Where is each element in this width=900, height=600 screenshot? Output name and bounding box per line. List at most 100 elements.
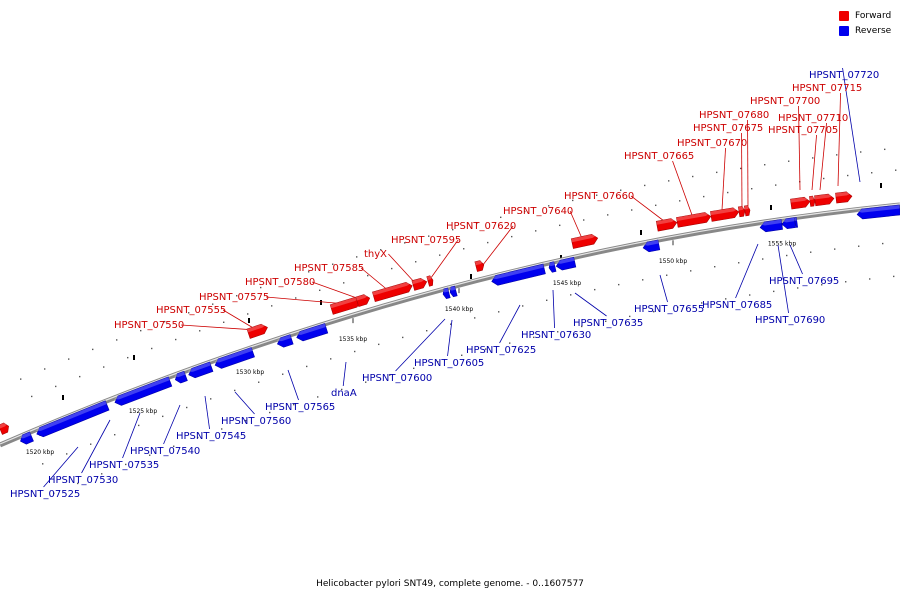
distance-dot — [66, 453, 68, 455]
gene-label-hpsnt_07640: HPSNT_07640 — [503, 206, 573, 217]
distance-dot — [127, 356, 129, 359]
gene-arrow-hpsnt_07710[interactable] — [814, 193, 835, 207]
leader-line — [798, 105, 801, 191]
gene-arrow-hpsnt_07565[interactable] — [276, 334, 294, 349]
distance-dot — [725, 298, 727, 300]
kbp-label: 1555 kbp — [768, 240, 796, 247]
distance-dot — [788, 160, 790, 162]
distance-dot — [509, 342, 511, 344]
distance-dot — [68, 358, 70, 360]
distance-dot — [692, 175, 694, 178]
gene-arrow-hpsnt_07715[interactable] — [835, 191, 853, 204]
distance-dot — [151, 347, 153, 350]
gene-arrow-hpsnt_07580[interactable] — [355, 293, 371, 307]
distance-dot — [629, 315, 631, 318]
distance-dot — [764, 164, 766, 166]
gene-arrow-hpsnt_07595[interactable] — [426, 275, 434, 287]
legend-reverse-label: Reverse — [855, 26, 892, 36]
leader-line — [181, 324, 257, 331]
distance-dot — [415, 261, 417, 263]
gene-arrow-hpsnt_07635[interactable] — [555, 256, 577, 271]
distance-dot — [79, 375, 81, 378]
distance-dot — [834, 248, 836, 250]
gene-arrow-hpsnt_07660[interactable] — [655, 218, 678, 232]
gene-arrow-hpsnt_07655[interactable] — [642, 239, 661, 253]
gene-arrow-hpsnt_07630[interactable] — [548, 261, 557, 273]
gene-arrow-hpsnt_07555[interactable] — [0, 422, 11, 435]
distance-dot — [548, 205, 550, 207]
distance-dot — [812, 157, 814, 159]
distance-dot — [581, 325, 583, 328]
leader-line — [360, 267, 391, 293]
gene-label-hpsnt_07655: HPSNT_07655 — [634, 304, 704, 315]
leader-line — [342, 361, 347, 387]
legend-forward-label: Forward — [855, 11, 892, 21]
gene-label-hpsnt_07700: HPSNT_07700 — [750, 96, 820, 107]
distance-dot — [391, 267, 393, 270]
leader-line — [427, 239, 459, 283]
leader-line — [43, 446, 79, 488]
distance-dot — [271, 305, 273, 307]
gene-arrow-hpsnt_07535[interactable] — [113, 376, 173, 407]
gene-arrow-hpsnt_07640[interactable] — [570, 233, 599, 249]
gene-arrow-hpsnt_07585[interactable] — [372, 281, 413, 303]
distance-dot — [402, 336, 404, 339]
gene-arrow-hpsnt_07705[interactable] — [809, 195, 816, 207]
gene-arrow-hpsnt_07540[interactable] — [174, 370, 188, 384]
kbp-label: 1520 kbp — [26, 449, 54, 456]
gene-arrow-hpsnt_07685[interactable] — [759, 219, 783, 233]
distance-dot — [485, 348, 487, 350]
gene-label-hpsnt_07665: HPSNT_07665 — [624, 151, 694, 162]
gene-arrow-hpsnt_07695[interactable] — [794, 216, 799, 228]
gene-arrow-hpsnt_07720[interactable] — [856, 204, 900, 220]
gene-arrow-hpsnt_07620[interactable] — [474, 260, 485, 272]
distance-dot — [463, 248, 465, 250]
gene-arrow-hpsnt_07605[interactable] — [449, 285, 458, 298]
distance-dot — [714, 266, 716, 268]
gene-arrow-thyx[interactable] — [411, 277, 428, 291]
distance-dot — [293, 403, 295, 406]
distance-dot — [92, 348, 94, 351]
distance-dot — [679, 200, 681, 202]
distance-dot — [644, 184, 646, 187]
gene-arrow-hpsnt_07525[interactable] — [19, 431, 34, 446]
gene-label-hpsnt_07720: HPSNT_07720 — [809, 70, 879, 81]
gene-arrow-dnaa[interactable] — [295, 323, 329, 343]
tick-mark — [640, 230, 642, 235]
backbone-highlight — [0, 203, 900, 445]
distance-dot — [690, 270, 692, 272]
leader-line — [287, 369, 299, 401]
gene-arrow-hpsnt_07600[interactable] — [442, 287, 451, 299]
distance-dot — [221, 428, 223, 430]
gene-arrow-hpsnt_07560[interactable] — [213, 347, 255, 370]
gene-arrow-hpsnt_07700[interactable] — [790, 196, 811, 210]
distance-dot — [605, 320, 607, 323]
leader-line — [811, 134, 817, 191]
gene-arrow-hpsnt_07545[interactable] — [187, 361, 214, 380]
gene-label-hpsnt_07585: HPSNT_07585 — [294, 263, 364, 274]
distance-dot — [20, 378, 22, 380]
distance-dot — [775, 184, 777, 186]
gene-arrow-hpsnt_07670[interactable] — [710, 207, 740, 222]
gene-arrow-hpsnt_07625[interactable] — [491, 263, 546, 286]
distance-dot — [197, 436, 199, 439]
leader-line — [630, 195, 665, 222]
distance-dot — [389, 374, 391, 376]
gene-arrow-hpsnt_07530[interactable] — [35, 400, 110, 439]
distance-dot — [642, 279, 644, 281]
distance-dot — [308, 271, 310, 273]
gene-arrow-hpsnt_07680[interactable] — [743, 205, 751, 217]
distance-dot — [727, 191, 729, 194]
leader-line — [81, 419, 111, 474]
distance-dot — [823, 177, 825, 180]
gene-arrow-hpsnt_07690[interactable] — [781, 217, 796, 230]
gene-arrow-hpsnt_07550[interactable] — [246, 323, 269, 339]
gene-arrow-hpsnt_07665[interactable] — [676, 212, 712, 228]
leader-line — [842, 67, 861, 183]
gene-arrow-hpsnt_07675[interactable] — [737, 206, 746, 218]
gene-labels: HPSNT_07525 HPSNT_07530 HPSNT_07535 HPSNT_0… — [10, 70, 879, 500]
distance-dot — [500, 216, 502, 219]
distance-dot — [797, 287, 799, 289]
distance-dot — [55, 385, 57, 388]
